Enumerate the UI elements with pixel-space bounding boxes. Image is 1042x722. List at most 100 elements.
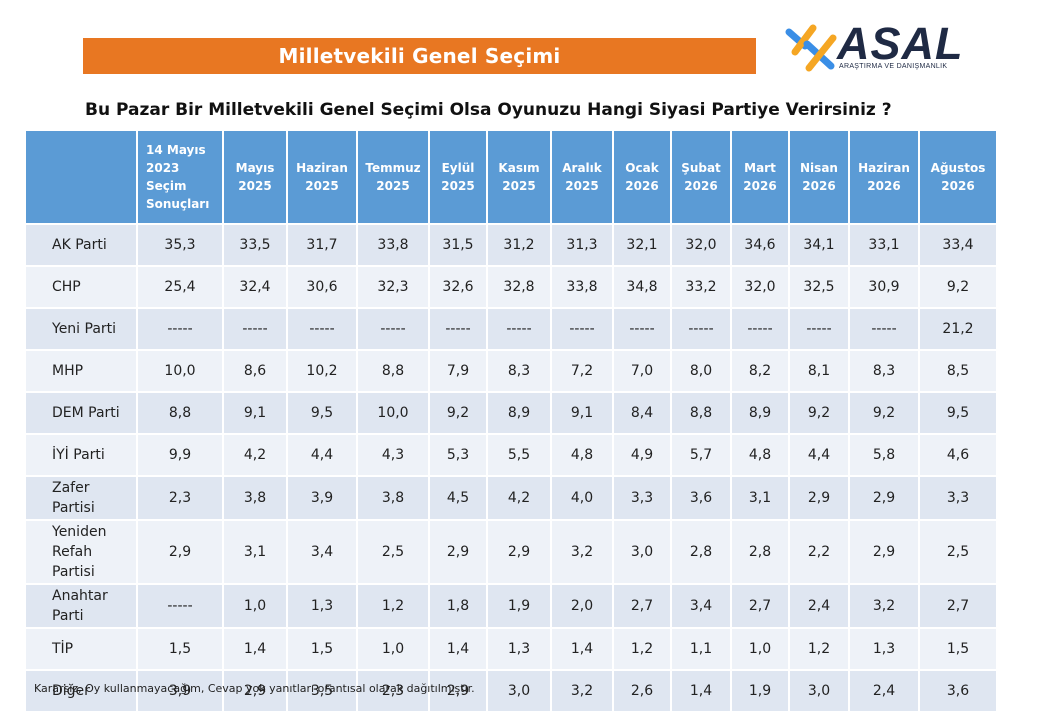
- vote-share-cell: 2,9: [486, 519, 550, 583]
- vote-share-cell: 1,0: [730, 627, 788, 669]
- vote-share-cell: 9,2: [918, 265, 996, 307]
- vote-share-cell: 5,5: [486, 433, 550, 475]
- table-row: Zafer Partisi 2,3 3,8 3,9 3,8 4,5 4,2 4,0 3,3 3,6…: [26, 475, 996, 519]
- vote-share-cell: 1,4: [222, 627, 286, 669]
- vote-share-cell: 2,6: [612, 669, 670, 711]
- column-header-line: Sonuçları: [146, 197, 210, 211]
- vote-share-cell: 3,8: [356, 475, 428, 519]
- vote-share-cell: 2,7: [730, 583, 788, 627]
- column-header-line: 2026: [867, 179, 901, 193]
- column-header: Haziran 2025: [286, 131, 356, 223]
- vote-share-cell: 2,9: [222, 669, 286, 711]
- table-row: AK Parti 35,3 33,5 31,7 33,8 31,5 31,2 31,3 32,1…: [26, 223, 996, 265]
- logo-subtitle: ARAŞTIRMA VE DANIŞMANLIK: [839, 63, 948, 70]
- vote-share-cell: 32,8: [486, 265, 550, 307]
- vote-share-cell: 2,4: [788, 583, 848, 627]
- party-name: Diğer: [26, 669, 136, 711]
- vote-share-cell: -----: [136, 583, 222, 627]
- vote-share-cell: 32,4: [222, 265, 286, 307]
- column-header-line: 2025: [305, 179, 339, 193]
- vote-share-cell: 8,5: [918, 349, 996, 391]
- vote-share-cell: 3,9: [136, 669, 222, 711]
- vote-share-cell: 4,8: [730, 433, 788, 475]
- vote-share-cell: -----: [788, 307, 848, 349]
- vote-share-cell: 8,1: [788, 349, 848, 391]
- column-header: Nisan 2026: [788, 131, 848, 223]
- vote-share-cell: -----: [670, 307, 730, 349]
- vote-share-cell: 4,6: [918, 433, 996, 475]
- vote-share-cell: 2,3: [136, 475, 222, 519]
- vote-share-cell: 2,9: [136, 519, 222, 583]
- vote-share-cell: 4,2: [222, 433, 286, 475]
- party-name: AK Parti: [26, 223, 136, 265]
- vote-share-cell: -----: [222, 307, 286, 349]
- vote-share-cell: 7,0: [612, 349, 670, 391]
- vote-share-cell: 8,8: [136, 391, 222, 433]
- vote-share-cell: 5,8: [848, 433, 918, 475]
- party-name-line: Diğer: [52, 683, 90, 699]
- column-header-line: Ocak: [625, 161, 659, 175]
- vote-share-cell: 3,0: [486, 669, 550, 711]
- column-header-line: 2026: [625, 179, 659, 193]
- vote-share-cell: 1,5: [918, 627, 996, 669]
- vote-share-cell: 32,0: [670, 223, 730, 265]
- footnote: Kararsız, Oy kullanmayacağım, Cevap yok …: [34, 682, 475, 695]
- vote-share-cell: 32,0: [730, 265, 788, 307]
- vote-share-cell: 33,8: [356, 223, 428, 265]
- vote-share-cell: 3,3: [918, 475, 996, 519]
- party-name: İYİ Parti: [26, 433, 136, 475]
- column-header-line: 2025: [238, 179, 272, 193]
- table-row: TİP 1,5 1,4 1,5 1,0 1,4 1,3 1,4 1,2 1,1 1,0 1,2 1,3 1…: [26, 627, 996, 669]
- column-header-line: Mart: [744, 161, 776, 175]
- column-header-line: Seçim: [146, 179, 187, 193]
- vote-share-cell: 2,0: [550, 583, 612, 627]
- vote-share-cell: 33,4: [918, 223, 996, 265]
- table-row: DEM Parti 8,8 9,1 9,5 10,0 9,2 8,9 9,1 8,4 8,8 8,9…: [26, 391, 996, 433]
- table-row: Anahtar Parti ----- 1,0 1,3 1,2 1,8 1,9 2,0 2,7 3…: [26, 583, 996, 627]
- vote-share-cell: 32,5: [788, 265, 848, 307]
- table-header-row: 14 Mayıs 2023 Seçim Sonuçları Mayıs 2025 Hazir…: [26, 131, 996, 223]
- vote-share-cell: 3,8: [222, 475, 286, 519]
- party-name-line: MHP: [52, 363, 84, 379]
- vote-share-cell: 1,9: [730, 669, 788, 711]
- vote-share-cell: 2,9: [428, 669, 486, 711]
- vote-share-cell: 31,5: [428, 223, 486, 265]
- survey-question: Bu Pazar Bir Milletvekili Genel Seçimi O…: [85, 100, 892, 120]
- vote-share-cell: 32,1: [612, 223, 670, 265]
- vote-share-cell: 4,8: [550, 433, 612, 475]
- vote-share-cell: 8,2: [730, 349, 788, 391]
- vote-share-cell: 9,1: [222, 391, 286, 433]
- vote-share-cell: 3,6: [918, 669, 996, 711]
- party-name-line: TİP: [52, 641, 74, 657]
- column-header: Mart 2026: [730, 131, 788, 223]
- party-name-line: Yeniden: [52, 524, 107, 540]
- vote-share-cell: 25,4: [136, 265, 222, 307]
- vote-share-cell: 4,2: [486, 475, 550, 519]
- vote-share-cell: 1,1: [670, 627, 730, 669]
- vote-share-cell: 2,3: [356, 669, 428, 711]
- vote-share-cell: 4,3: [356, 433, 428, 475]
- vote-share-cell: 3,1: [730, 475, 788, 519]
- table-row: Diğer 3,9 2,9 3,5 2,3 2,9 3,0 3,2 2,6 1,4 1,9 3,0 2,…: [26, 669, 996, 711]
- vote-share-cell: 5,3: [428, 433, 486, 475]
- vote-share-cell: 3,3: [612, 475, 670, 519]
- vote-share-cell: -----: [356, 307, 428, 349]
- vote-share-cell: 8,8: [356, 349, 428, 391]
- vote-share-cell: 32,3: [356, 265, 428, 307]
- party-name: TİP: [26, 627, 136, 669]
- vote-share-cell: 2,2: [788, 519, 848, 583]
- vote-share-cell: 9,5: [286, 391, 356, 433]
- vote-share-cell: 1,0: [356, 627, 428, 669]
- vote-share-cell: 1,2: [356, 583, 428, 627]
- vote-share-cell: 2,9: [848, 519, 918, 583]
- vote-share-cell: 1,5: [286, 627, 356, 669]
- vote-share-cell: 2,9: [848, 475, 918, 519]
- column-header-line: 2026: [743, 179, 777, 193]
- vote-share-cell: 33,1: [848, 223, 918, 265]
- party-name-line: AK Parti: [52, 237, 107, 253]
- vote-share-cell: -----: [136, 307, 222, 349]
- party-name-line: Yeni Parti: [52, 321, 117, 337]
- vote-share-cell: 3,9: [286, 475, 356, 519]
- vote-share-cell: 1,2: [612, 627, 670, 669]
- vote-share-cell: 1,5: [136, 627, 222, 669]
